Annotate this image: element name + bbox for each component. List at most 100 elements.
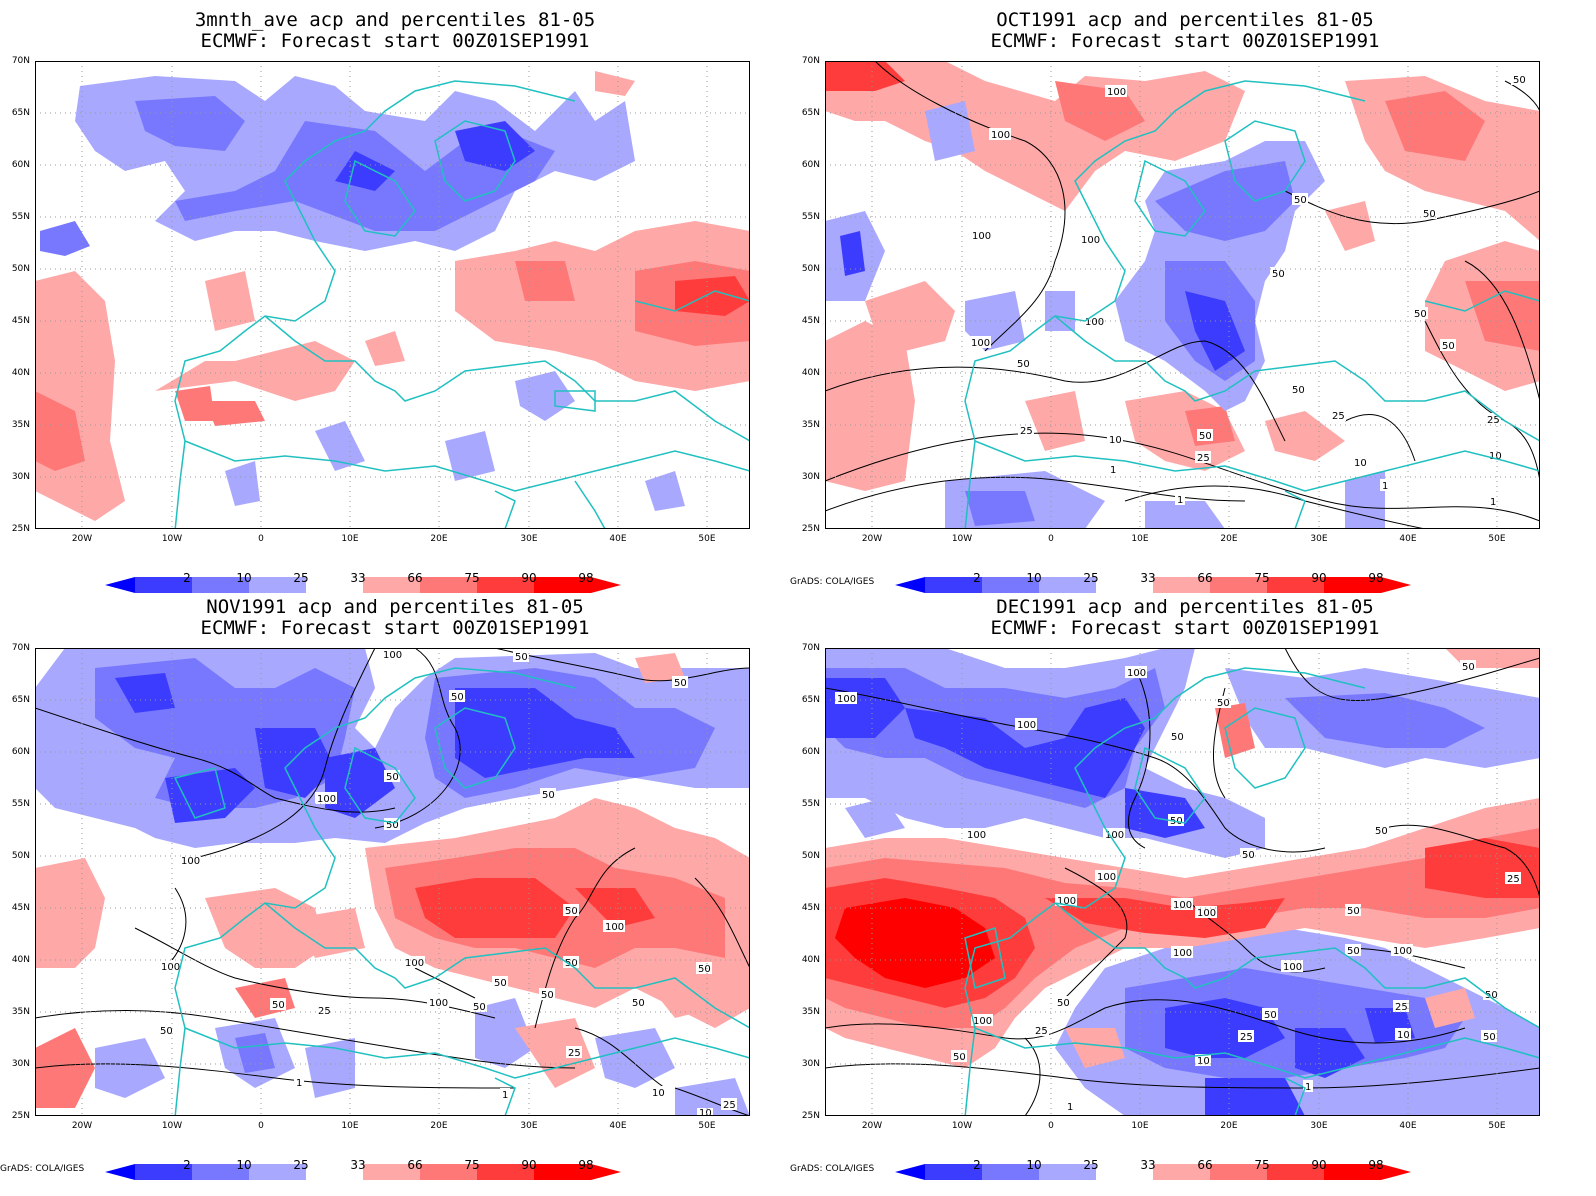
lon-label: 50E [1488, 1121, 1506, 1131]
panel-title: OCT1991 acp and percentiles 81-05 [996, 9, 1374, 31]
svg-text:1: 1 [1110, 465, 1116, 476]
svg-text:100: 100 [1097, 872, 1116, 883]
lat-label: 70N [11, 643, 30, 653]
color-legend-bar [895, 1164, 1411, 1180]
legend-label: 75 [464, 1158, 480, 1172]
legend-label: 33 [1140, 1158, 1156, 1172]
lat-label: 40N [11, 955, 30, 965]
legend-label: 90 [1311, 1158, 1327, 1172]
lon-label: 20E [430, 1121, 448, 1131]
legend-label: 2 [973, 1158, 981, 1172]
lat-label: 70N [801, 56, 820, 66]
svg-text:100: 100 [991, 130, 1010, 141]
lat-label: 65N [11, 695, 30, 705]
lat-label: 60N [801, 747, 820, 757]
svg-text:100: 100 [1173, 900, 1192, 911]
legend-label: 75 [1254, 571, 1270, 585]
legend-labels: 2 10 25 33 66 75 90 98 [0, 571, 790, 585]
legend-label: 10 [236, 1158, 252, 1172]
lon-label: 10W [951, 1121, 973, 1131]
lat-label: 35N [11, 420, 30, 430]
lat-label: 30N [801, 472, 820, 482]
svg-text:10: 10 [652, 1088, 665, 1099]
panel-subtitle: ECMWF: Forecast start 00Z01SEP1991 [990, 617, 1380, 639]
legend-label: 66 [1197, 1158, 1213, 1172]
lat-label: 65N [801, 695, 820, 705]
lat-label: 45N [11, 316, 30, 326]
legend-label: 90 [521, 1158, 537, 1172]
lon-label: 20W [861, 1121, 883, 1131]
legend-label: 66 [407, 1158, 423, 1172]
svg-text:1: 1 [1305, 1082, 1311, 1093]
legend-label: 75 [1254, 1158, 1270, 1172]
svg-text:1: 1 [296, 1078, 302, 1089]
panel-3month-average: 3mnth_ave acp and percentiles 81-05 ECMW… [0, 0, 790, 593]
lon-label: 40E [1399, 1121, 1417, 1131]
svg-text:100: 100 [181, 856, 200, 867]
svg-text:100: 100 [1017, 720, 1036, 731]
svg-text:25: 25 [1487, 415, 1500, 426]
lat-label: 30N [11, 1059, 30, 1069]
legend-label: 10 [236, 571, 252, 585]
svg-text:50: 50 [515, 652, 528, 663]
panel-nov1991: NOV1991 acp and percentiles 81-05 ECMWF:… [0, 587, 790, 1180]
color-legend-bar [895, 577, 1411, 593]
map-area: 100 100 100 50 50 50 100 100 50 50 50 10… [825, 648, 1565, 1132]
legend-label: 33 [350, 1158, 366, 1172]
grads-credit: GrADS: COLA/IGES [790, 1164, 875, 1174]
legend-label: 25 [1083, 571, 1099, 585]
grads-credit: GrADS: COLA/IGES [0, 1164, 85, 1174]
svg-text:50: 50 [1057, 998, 1070, 1009]
map-svg: 100 100 100 100 100 100 50 50 50 50 50 5… [825, 61, 1540, 529]
lon-label: 30E [1310, 1121, 1328, 1131]
lat-label: 45N [11, 903, 30, 913]
map-svg: 100 50 50 50 50 100 50 50 100 50 100 100… [35, 648, 750, 1116]
legend-label: 25 [1083, 1158, 1099, 1172]
legend-label: 98 [1368, 1158, 1384, 1172]
lon-label: 0 [258, 1121, 264, 1131]
svg-text:50: 50 [1483, 1032, 1496, 1043]
lon-label: 0 [1048, 1121, 1054, 1131]
legend-label: 2 [183, 571, 191, 585]
legend-label: 25 [293, 571, 309, 585]
lat-label: 55N [801, 799, 820, 809]
svg-text:1: 1 [1490, 497, 1496, 508]
svg-text:25: 25 [1020, 426, 1033, 437]
svg-text:25: 25 [568, 1048, 581, 1059]
svg-text:100: 100 [383, 650, 402, 661]
lon-label: 0 [1048, 534, 1054, 544]
svg-text:50: 50 [953, 1052, 966, 1063]
legend-label: 98 [578, 1158, 594, 1172]
panel-title: 3mnth_ave acp and percentiles 81-05 [194, 9, 596, 31]
lon-label: 40E [1399, 534, 1417, 544]
panel-oct1991: OCT1991 acp and percentiles 81-05 ECMWF:… [790, 0, 1580, 593]
legend-label: 33 [1140, 571, 1156, 585]
svg-text:100: 100 [971, 338, 990, 349]
svg-text:100: 100 [967, 830, 986, 841]
svg-text:50: 50 [1347, 906, 1360, 917]
svg-text:25: 25 [318, 1006, 331, 1017]
svg-text:25: 25 [1240, 1032, 1253, 1043]
svg-text:100: 100 [1057, 896, 1076, 907]
svg-text:10: 10 [1354, 458, 1367, 469]
lon-label: 30E [520, 534, 538, 544]
svg-text:50: 50 [1264, 1010, 1277, 1021]
svg-text:50: 50 [1199, 431, 1212, 442]
map-area [35, 61, 775, 545]
svg-text:100: 100 [405, 958, 424, 969]
legend-label: 25 [293, 1158, 309, 1172]
legend-label: 66 [1197, 571, 1213, 585]
svg-text:1: 1 [1067, 1102, 1073, 1113]
svg-text:50: 50 [565, 906, 578, 917]
svg-text:50: 50 [565, 958, 578, 969]
svg-text:10: 10 [1197, 1056, 1210, 1067]
panel-title: NOV1991 acp and percentiles 81-05 [206, 596, 584, 618]
lon-label: 0 [258, 534, 264, 544]
lat-label: 25N [11, 524, 30, 534]
svg-text:100: 100 [1105, 830, 1124, 841]
svg-text:50: 50 [1347, 946, 1360, 957]
lat-label: 50N [11, 851, 30, 861]
svg-text:50: 50 [1462, 662, 1475, 673]
legend-label: 90 [521, 571, 537, 585]
svg-text:50: 50 [1294, 195, 1307, 206]
